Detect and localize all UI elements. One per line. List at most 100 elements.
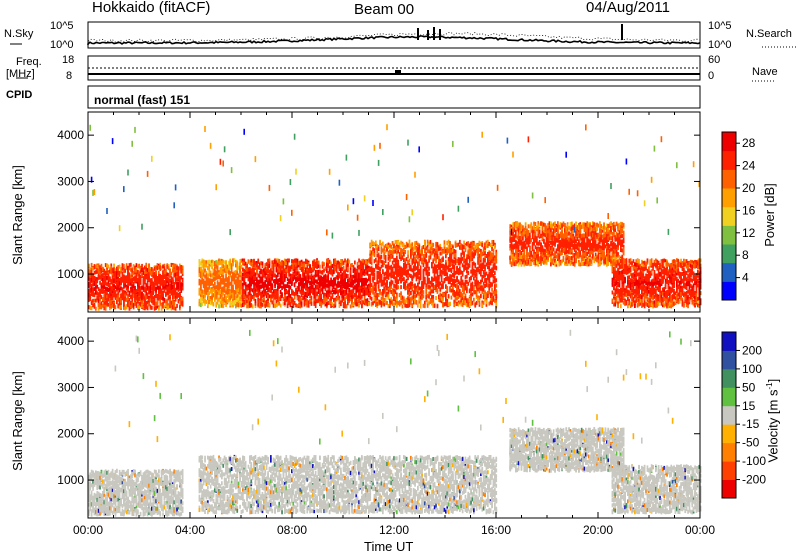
range-gate-cell	[400, 285, 402, 289]
range-gate-cell	[432, 243, 434, 247]
range-gate-cell	[213, 302, 215, 306]
range-gate-cell	[95, 307, 97, 311]
range-gate-cell	[397, 285, 399, 289]
range-gate-cell	[430, 256, 432, 260]
freq-blip	[395, 70, 401, 73]
range-gate-cell	[318, 261, 320, 265]
range-gate-cell	[423, 263, 425, 267]
range-gate-cell	[347, 267, 349, 271]
range-gate-cell	[320, 294, 322, 298]
range-gate-cell	[381, 275, 383, 279]
range-gate-cell	[435, 296, 437, 300]
range-gate-cell	[424, 243, 426, 247]
range-gate-cell	[214, 282, 216, 286]
range-gate-cell	[397, 260, 399, 264]
range-gate-cell	[332, 233, 334, 239]
range-gate-cell	[437, 304, 439, 308]
range-gate-cell	[269, 303, 271, 307]
range-gate-cell	[420, 268, 422, 272]
range-gate-cell	[140, 281, 142, 285]
range-gate-cell	[204, 126, 206, 132]
range-gate-cell	[348, 260, 350, 264]
range-gate-cell	[119, 225, 121, 231]
range-gate-cell	[442, 214, 444, 220]
range-gate-cell	[451, 296, 453, 300]
range-gate-cell	[173, 301, 175, 305]
range-gate-cell	[418, 245, 420, 249]
range-gate-cell	[343, 266, 345, 270]
range-gate-cell	[441, 274, 443, 278]
range-gate-cell	[411, 209, 413, 215]
range-gate-cell	[418, 280, 420, 284]
range-gate-cell	[406, 194, 408, 200]
range-gate-cell	[437, 271, 439, 275]
range-gate-cell	[361, 304, 363, 308]
range-gate-cell	[281, 292, 283, 296]
range-gate-cell	[301, 302, 303, 306]
range-gate-cell	[374, 145, 376, 151]
range-gate-cell	[263, 297, 265, 301]
range-gate-cell	[354, 261, 356, 265]
range-gate-cell	[416, 300, 418, 304]
range-gate-cell	[173, 202, 175, 208]
range-gate-cell	[425, 254, 427, 258]
range-gate-cell	[406, 265, 408, 269]
range-gate-cell	[112, 138, 114, 144]
range-gate-cell	[368, 302, 370, 306]
range-gate-cell	[339, 180, 341, 186]
range-gate-cell	[386, 124, 388, 130]
range-gate-cell	[386, 283, 388, 287]
range-gate-cell	[358, 230, 360, 236]
range-gate-cell	[291, 282, 293, 286]
range-gate-cell	[409, 259, 411, 263]
range-gate-cell	[269, 185, 271, 191]
range-gate-cell	[229, 229, 231, 235]
range-gate-cell	[446, 288, 448, 292]
range-gate-cell	[222, 304, 224, 308]
range-gate-cell	[294, 296, 296, 300]
range-gate-cell	[374, 276, 376, 280]
range-gate-cell	[290, 179, 292, 185]
range-gate-cell	[273, 270, 275, 274]
range-gate-cell	[182, 266, 184, 270]
range-gate-cell	[115, 305, 117, 309]
range-gate-cell	[294, 134, 296, 140]
range-gate-cell	[182, 283, 184, 287]
range-gate-cell	[147, 306, 149, 310]
range-gate-cell	[432, 299, 434, 303]
nsky-line	[88, 36, 700, 45]
range-gate-cell	[329, 287, 331, 291]
range-gate-cell	[308, 304, 310, 308]
range-gate-cell	[130, 263, 132, 267]
range-gate-cell	[347, 274, 349, 278]
range-gate-cell	[382, 209, 384, 215]
range-gate-cell	[182, 297, 184, 301]
range-gate-cell	[379, 143, 381, 149]
range-gate-cell	[418, 146, 420, 152]
range-gate-cell	[311, 296, 313, 300]
range-gate-cell	[385, 259, 387, 263]
range-gate-cell	[222, 161, 224, 167]
range-gate-cell	[385, 255, 387, 259]
range-gate-cell	[224, 146, 226, 152]
range-gate-cell	[255, 299, 257, 303]
range-gate-cell	[396, 295, 398, 299]
range-gate-cell	[414, 172, 416, 178]
range-gate-cell	[92, 190, 94, 196]
range-gate-cell	[326, 229, 328, 235]
range-gate-cell	[404, 250, 406, 254]
range-gate-cell	[231, 281, 233, 285]
range-gate-cell	[123, 264, 125, 268]
range-gate-cell	[444, 240, 446, 244]
range-gate-cell	[141, 224, 143, 230]
range-gate-cell	[215, 184, 217, 190]
range-gate-cell	[428, 272, 430, 276]
range-gate-cell	[382, 242, 384, 246]
range-gate-cell	[311, 302, 313, 306]
range-gate-cell	[284, 278, 286, 282]
cpid-panel-frame	[88, 86, 700, 108]
range-gate-cell	[428, 267, 430, 271]
range-gate-cell	[106, 208, 108, 214]
range-gate-cell	[402, 304, 404, 308]
range-gate-cell	[176, 304, 178, 308]
